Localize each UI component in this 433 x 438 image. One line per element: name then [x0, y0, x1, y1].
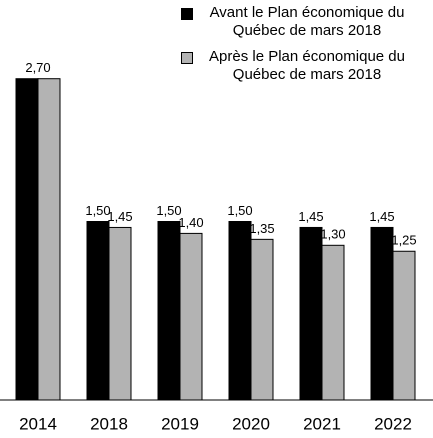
bar — [299, 226, 323, 401]
x-tick-label: 2021 — [303, 414, 341, 433]
x-tick-label: 2019 — [161, 414, 199, 433]
value-label: 2,70 — [25, 60, 50, 75]
bar — [370, 226, 394, 401]
value-label: 1,25 — [391, 233, 416, 248]
value-label: 1,50 — [156, 203, 181, 218]
value-label: 1,30 — [320, 227, 345, 242]
x-tick-label: 2022 — [374, 414, 412, 433]
bar — [15, 78, 39, 401]
bar — [250, 238, 274, 401]
x-tick-label: 2018 — [90, 414, 128, 433]
bar — [228, 221, 252, 401]
bar — [179, 232, 203, 401]
bar — [392, 250, 416, 401]
bar — [321, 244, 345, 401]
value-label: 1,45 — [107, 209, 132, 224]
value-label: 1,50 — [85, 203, 110, 218]
value-label: 1,45 — [369, 209, 394, 224]
x-tick-label: 2020 — [232, 414, 270, 433]
value-label: 1,40 — [178, 215, 203, 230]
bar — [86, 221, 110, 401]
legend-label: Après le Plan économique du Québec de ma… — [209, 48, 405, 83]
value-label: 1,50 — [227, 203, 252, 218]
bar — [37, 78, 61, 401]
legend-label: Avant le Plan économique du Québec de ma… — [209, 4, 405, 39]
bar — [108, 226, 132, 401]
bar — [157, 221, 181, 401]
value-label: 1,35 — [249, 221, 274, 236]
value-label: 1,45 — [298, 209, 323, 224]
x-tick-label: 2014 — [19, 414, 57, 433]
legend-entry: Avant le Plan économique du Québec de ma… — [181, 4, 421, 40]
legend: Avant le Plan économique du Québec de ma… — [181, 4, 421, 92]
legend-swatch — [181, 8, 193, 20]
legend-swatch — [181, 52, 193, 64]
legend-entry: Après le Plan économique du Québec de ma… — [181, 48, 421, 84]
